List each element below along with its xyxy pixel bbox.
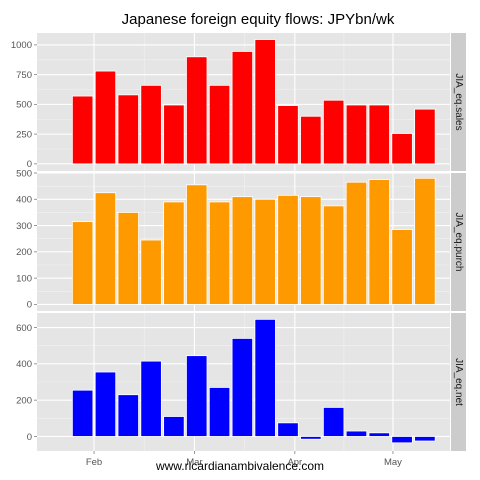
facet-strip — [451, 173, 466, 311]
x-axis: Feb Mar Apr May — [86, 451, 402, 468]
bar — [277, 194, 299, 305]
bar — [254, 39, 276, 165]
bar — [208, 84, 231, 165]
bar — [117, 94, 139, 165]
bar — [391, 133, 413, 165]
y-tick-label: 600 — [16, 323, 32, 334]
y-tick-label: 400 — [16, 195, 32, 206]
bar — [208, 201, 231, 305]
facet-panel-3: 0 200 400 600 JIA_eq.net — [16, 313, 466, 451]
facet-panel-2: 0 100 200 300 400 500 JIA_eq.purch — [16, 168, 466, 311]
x-tick-label: Mar — [186, 457, 202, 468]
bar — [71, 389, 94, 437]
facet-strip — [451, 313, 466, 451]
bar — [163, 104, 185, 165]
bar — [414, 436, 436, 442]
bar — [277, 422, 299, 437]
bar — [94, 192, 117, 305]
y-tick-label: 200 — [16, 247, 32, 258]
bar — [414, 108, 436, 165]
y-tick-label: 100 — [16, 273, 32, 284]
bar — [368, 179, 390, 305]
bar — [94, 70, 117, 165]
y-tick-label: 1000 — [11, 40, 32, 51]
y-tick-label: 0 — [27, 159, 32, 170]
bar — [300, 115, 322, 165]
x-tick-label: May — [384, 457, 402, 468]
facet-panel-1: 0 250 500 750 1000 JIA_eq.sales — [11, 33, 466, 171]
facet-strip-label: JIA_eq.net — [453, 358, 464, 406]
bar — [186, 56, 208, 165]
y-tick-label: 750 — [16, 70, 32, 81]
bar — [254, 198, 276, 305]
bar — [322, 407, 345, 437]
bar — [368, 432, 390, 437]
bar — [94, 371, 117, 437]
bar — [186, 355, 208, 437]
bar — [368, 104, 390, 165]
bar — [117, 212, 139, 305]
y-tick-label: 500 — [16, 168, 32, 179]
bar — [300, 196, 322, 305]
bar — [300, 436, 322, 440]
bar — [163, 416, 185, 437]
bar — [140, 84, 162, 165]
bar — [140, 239, 162, 305]
bar — [254, 318, 276, 437]
y-tick-label: 250 — [16, 129, 32, 140]
bar — [231, 196, 254, 305]
bar — [391, 436, 413, 444]
chart-caption: www.ricardianambivalence.com — [155, 459, 324, 473]
bar — [231, 338, 254, 437]
bar — [322, 205, 345, 305]
bar — [345, 430, 368, 437]
bar — [345, 181, 368, 305]
facet-strip — [451, 33, 466, 171]
bar — [117, 394, 139, 437]
facet-strip-label: JIA_eq.sales — [453, 73, 464, 130]
bar — [231, 51, 254, 165]
y-tick-label: 400 — [16, 359, 32, 370]
chart-title: Japanese foreign equity flows: JPYbn/wk — [122, 11, 395, 28]
facet-panels: 0 250 500 750 1000 JIA_eq.sales 0 100 200 300 400 5… — [11, 33, 466, 451]
facet-strip-label: JIA_eq.purch — [453, 213, 464, 272]
bar — [186, 184, 208, 305]
bar — [277, 105, 299, 165]
bar — [140, 360, 162, 437]
y-tick-label: 500 — [16, 100, 32, 111]
bar — [71, 221, 94, 305]
x-tick-label: Apr — [287, 457, 302, 468]
bar — [391, 229, 413, 305]
bar — [414, 177, 436, 305]
y-tick-label: 0 — [27, 432, 32, 443]
bar — [163, 201, 185, 305]
x-tick-label: Feb — [86, 457, 102, 468]
bar — [345, 104, 368, 165]
bar — [208, 387, 231, 437]
bar — [322, 99, 345, 165]
y-tick-label: 300 — [16, 221, 32, 232]
bar — [71, 95, 94, 165]
y-tick-label: 0 — [27, 300, 32, 311]
y-tick-label: 200 — [16, 395, 32, 406]
